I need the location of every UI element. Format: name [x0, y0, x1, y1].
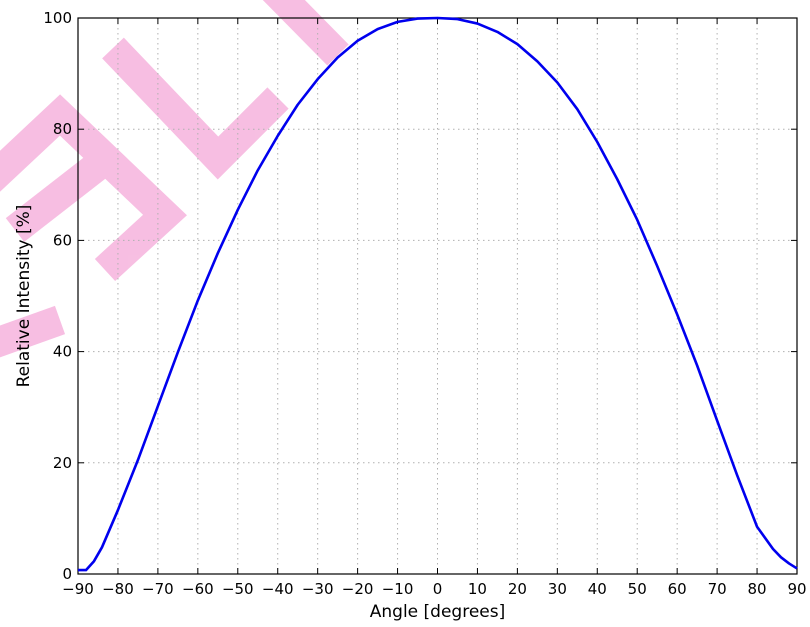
ticks — [77, 17, 798, 575]
x-tick-label: 90 — [787, 580, 806, 598]
x-tick-label: −70 — [142, 580, 174, 598]
x-tick-label: 0 — [433, 580, 443, 598]
y-tick-label: 80 — [53, 120, 72, 138]
x-tick-label: −90 — [62, 580, 94, 598]
x-tick-label: −50 — [222, 580, 254, 598]
watermark-letter-e — [0, 94, 187, 358]
x-tick-label: 80 — [748, 580, 767, 598]
x-tick-label: 10 — [468, 580, 487, 598]
y-tick-label: 0 — [62, 565, 72, 583]
x-tick-label: 20 — [508, 580, 527, 598]
watermark-letter-l — [102, 37, 289, 180]
y-tick-label: 100 — [43, 9, 72, 27]
x-tick-label: −30 — [302, 580, 334, 598]
series-line — [78, 16, 798, 572]
y-tick-label: 20 — [53, 454, 72, 472]
watermark — [0, 0, 349, 358]
x-tick-label: −10 — [382, 580, 414, 598]
y-tick-label: 60 — [53, 231, 72, 249]
x-tick-label: 60 — [668, 580, 687, 598]
plot-frame — [77, 17, 798, 575]
x-tick-label: −40 — [262, 580, 294, 598]
grid — [78, 18, 797, 574]
x-tick-label: 40 — [588, 580, 607, 598]
y-tick-labels: 0 20 40 60 80 100 — [43, 9, 72, 583]
y-axis-title: Relative Intensity [%] — [14, 205, 34, 388]
y-tick-label: 40 — [53, 343, 72, 361]
x-tick-label: 30 — [548, 580, 567, 598]
x-tick-label: −60 — [182, 580, 214, 598]
x-tick-label: 50 — [628, 580, 647, 598]
x-tick-labels: −90 −80 −70 −60 −50 −40 −30 −20 −10 0 10 20 30 40 50 60… — [62, 580, 806, 598]
x-tick-label: −80 — [102, 580, 134, 598]
watermark-letter-i — [262, 0, 349, 66]
x-axis-title: Angle [degrees] — [370, 602, 505, 622]
x-tick-label: −20 — [342, 580, 374, 598]
x-tick-label: 70 — [708, 580, 727, 598]
